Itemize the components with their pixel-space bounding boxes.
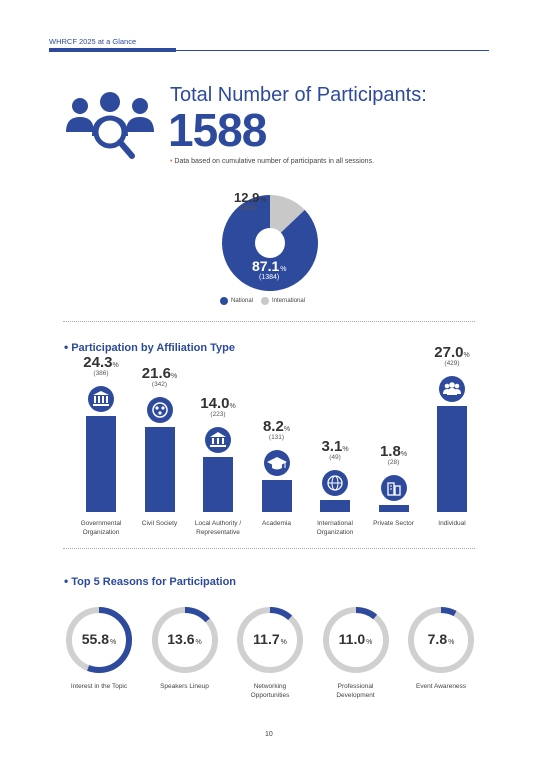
data-note: • Data based on cumulative number of par… bbox=[170, 158, 374, 165]
affiliation-percent: 3.1 bbox=[321, 437, 343, 455]
legend-international-label: International bbox=[272, 298, 306, 304]
reason-percent: 7.8% bbox=[427, 631, 455, 647]
reason-ring bbox=[237, 607, 303, 673]
affiliation-count: (49) bbox=[329, 453, 341, 461]
affiliation-bar bbox=[437, 405, 467, 512]
affiliation-unit: % bbox=[342, 445, 349, 453]
reason-ring bbox=[151, 607, 218, 673]
reason-percent: 55.8% bbox=[81, 631, 117, 647]
affiliation-percent: 21.6 bbox=[141, 365, 171, 383]
section-divider bbox=[63, 548, 475, 549]
affiliation-bar bbox=[320, 499, 350, 512]
data-note-text: Data based on cumulative number of parti… bbox=[174, 158, 375, 165]
affiliation-bar bbox=[144, 427, 175, 512]
reason-ring-fill bbox=[237, 607, 303, 673]
affiliation-category-label: Individual bbox=[438, 520, 466, 527]
affiliation-category-label: International Organization bbox=[316, 520, 354, 536]
affiliation-bar bbox=[86, 416, 116, 512]
affiliation-unit: % bbox=[229, 402, 236, 410]
reason-ring-fill bbox=[408, 607, 474, 673]
reason-percent: 11.0% bbox=[338, 631, 373, 647]
reason-percent: 13.6% bbox=[167, 631, 202, 647]
nationality-donut-chart bbox=[222, 195, 318, 291]
affiliation-percent: 27.0 bbox=[434, 343, 464, 361]
office-buildings-icon bbox=[380, 474, 407, 501]
affiliation-bar bbox=[261, 479, 292, 512]
reasons-section-title: • Top 5 Reasons for Participation bbox=[64, 574, 237, 588]
reason-ring bbox=[408, 607, 474, 673]
header-accent-bar bbox=[49, 48, 176, 52]
reason-label: Networking Opportunities bbox=[250, 683, 290, 699]
section-divider bbox=[63, 321, 475, 322]
affiliation-count: (386) bbox=[93, 370, 109, 378]
affiliation-category-label: Private Sector bbox=[373, 520, 414, 527]
affiliation-count: (28) bbox=[387, 458, 400, 466]
total-participants-number: 1588 bbox=[168, 104, 267, 156]
participants-search-icon bbox=[66, 92, 154, 159]
affiliation-unit: % bbox=[400, 450, 408, 458]
reason-ring bbox=[322, 607, 389, 673]
reason-ring bbox=[66, 607, 132, 673]
affiliation-section-title: • Participation by Affiliation Type bbox=[64, 340, 235, 354]
national-count: (1384) bbox=[259, 274, 280, 281]
government-building-icon bbox=[88, 386, 114, 413]
affiliation-percent: 8.2 bbox=[262, 417, 284, 435]
affiliation-category-label: Civil Society bbox=[141, 520, 178, 527]
affiliation-percent: 14.0 bbox=[200, 394, 230, 412]
local-authority-building-icon bbox=[205, 426, 231, 453]
affiliation-value-label: 1.8% (28) bbox=[364, 443, 424, 466]
affiliation-unit: % bbox=[283, 425, 291, 433]
affiliation-count: (342) bbox=[151, 381, 168, 389]
reason-label: Professional Development bbox=[336, 683, 375, 699]
people-group-icon bbox=[439, 375, 465, 402]
affiliation-unit: % bbox=[170, 373, 178, 381]
header-divider bbox=[49, 50, 489, 51]
page-number: 10 bbox=[265, 731, 273, 738]
affiliation-value-label: 14.0% (223) bbox=[188, 395, 248, 418]
total-participants-title: Total Number of Participants: bbox=[170, 84, 427, 106]
legend-national-label: National bbox=[231, 298, 254, 304]
reason-ring-fill bbox=[66, 607, 132, 673]
affiliation-value-label: 3.1% (49) bbox=[305, 438, 365, 461]
reason-label: Speakers Lineup bbox=[160, 683, 209, 690]
affiliation-count: (429) bbox=[444, 359, 460, 367]
legend-international-swatch bbox=[261, 297, 270, 305]
affiliation-bar bbox=[203, 456, 233, 512]
affiliation-count: (131) bbox=[268, 433, 285, 441]
legend-national-swatch bbox=[220, 297, 228, 305]
affiliation-count: (223) bbox=[210, 410, 226, 418]
affiliation-value-label: 8.2% (131) bbox=[247, 418, 307, 441]
document-header-label: WHRCF 2025 at a Glance bbox=[49, 37, 137, 46]
affiliation-value-label: 24.3% (386) bbox=[71, 354, 131, 377]
affiliation-category-label: Governmental Organization bbox=[80, 520, 122, 536]
national-percent: 87.1% bbox=[252, 258, 287, 274]
globe-network-icon bbox=[322, 469, 348, 496]
civil-society-hands-icon bbox=[146, 397, 173, 424]
note-bullet: • bbox=[170, 158, 173, 165]
affiliation-percent: 24.3 bbox=[83, 354, 113, 372]
affiliation-unit: % bbox=[463, 351, 470, 359]
reason-label: Interest in the Topic bbox=[70, 683, 128, 690]
reason-label: Event Awareness bbox=[415, 683, 467, 690]
reason-ring-fill bbox=[322, 607, 389, 673]
affiliation-category-label: Academia bbox=[262, 520, 291, 527]
affiliation-percent: 1.8 bbox=[379, 442, 401, 460]
donut-legend: National International bbox=[220, 297, 305, 305]
affiliation-value-label: 27.0% (429) bbox=[422, 344, 482, 367]
affiliation-value-label: 21.6% (342) bbox=[130, 365, 190, 388]
affiliation-bar bbox=[378, 504, 409, 512]
affiliation-category-label: Local Authority / Representative bbox=[194, 520, 242, 536]
graduation-cap-icon bbox=[263, 449, 290, 476]
reason-ring-fill bbox=[151, 607, 218, 673]
reason-percent: 11.7% bbox=[253, 631, 287, 647]
international-count: (204) bbox=[240, 205, 257, 212]
international-percent: 12.9% bbox=[234, 190, 267, 205]
affiliation-unit: % bbox=[112, 362, 119, 370]
